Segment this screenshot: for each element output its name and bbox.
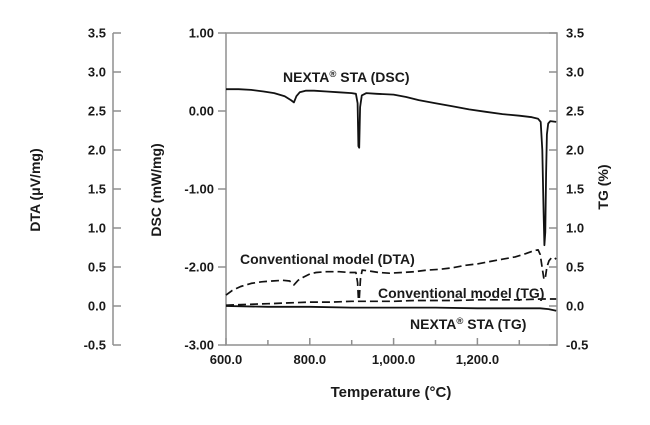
axis-ticks-group: 3.5 3.0 2.5 2.0 1.5 1.0 0.5 0.0 -0.5 1.00 0.00 -1.0… [84,26,589,368]
tg-tick-label: 0.5 [566,260,584,275]
label-nexta-dsc: NEXTA® STA (DSC) [283,69,410,85]
label-conventional-dta: Conventional model (DTA) [240,251,415,267]
x-axis-title: Temperature (°C) [331,384,452,401]
dta-tick-label: 2.0 [88,143,106,158]
dsc-tick-label: -2.00 [184,260,214,275]
tg-tick-label: 3.0 [566,65,584,80]
curves-group [225,88,557,312]
label-nexta-tg: NEXTA® STA (TG) [410,316,526,332]
dsc-tick-label: 0.00 [189,104,214,119]
x-tick-label: 1,000.0 [372,352,415,367]
tg-tick-label: 2.5 [566,104,584,119]
dsc-tick-label: 1.00 [189,26,214,41]
tg-tick-label: 2.0 [566,143,584,158]
dta-tick-label: 1.0 [88,221,106,236]
tg-tick-label: 0.0 [566,299,584,314]
tg-axis-title: TG (%) [595,164,611,209]
label-conventional-tg: Conventional model (TG) [378,285,544,301]
curve-nexta-dsc [226,88,557,247]
tg-tick-label: 3.5 [566,26,584,41]
dsc-axis-title: DSC (mW/mg) [148,143,164,236]
dsc-tick-label: -3.00 [184,338,214,353]
dta-tick-label: 0.5 [88,260,106,275]
tg-tick-label: -0.5 [566,338,588,353]
tg-tick-label: 1.0 [566,221,584,236]
x-tick-label: 600.0 [210,352,243,367]
curve-conv-dta [225,248,557,301]
dsc-tick-label: -1.00 [184,182,214,197]
curve-nexta-tg [225,305,557,312]
x-tick-label: 1,200.0 [456,352,499,367]
dta-tick-label: 0.0 [88,299,106,314]
dta-tick-label: 3.0 [88,65,106,80]
curve-conv-tg [225,298,557,307]
dta-tick-label: 2.5 [88,104,106,119]
dta-tick-label: 3.5 [88,26,106,41]
x-tick-label: 800.0 [294,352,327,367]
dta-axis-title: DTA (μV/mg) [27,148,43,231]
dta-tick-label: -0.5 [84,338,106,353]
tg-tick-label: 1.5 [566,182,584,197]
dta-tick-label: 1.5 [88,182,106,197]
